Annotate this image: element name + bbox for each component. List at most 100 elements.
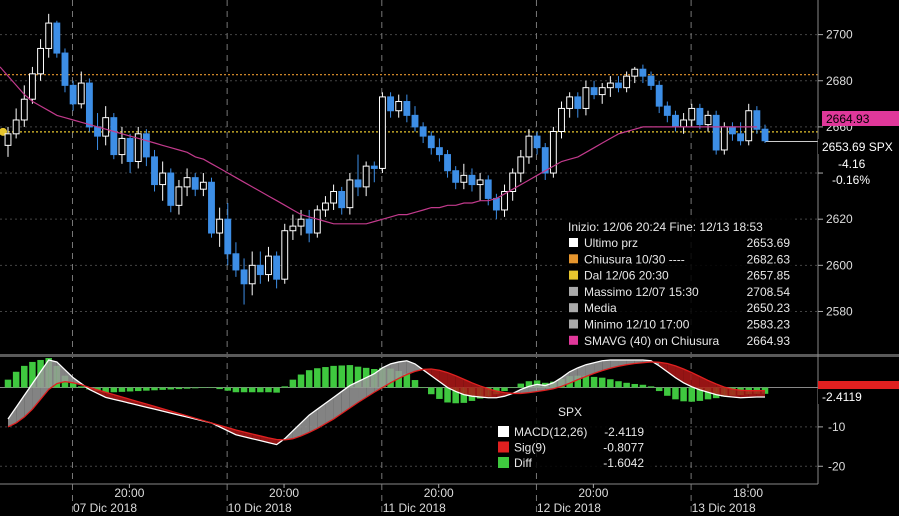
diff-bar xyxy=(639,384,647,388)
price-legend: Inizio: 12/06 20:24 Fine: 12/13 18:53 Ul… xyxy=(563,218,795,348)
candle xyxy=(338,186,346,215)
candle-body xyxy=(53,22,61,54)
candle xyxy=(517,149,525,183)
legend-value: 2664.93 xyxy=(747,334,791,348)
macd-signal-fill xyxy=(325,397,334,424)
reference-lines xyxy=(0,74,818,142)
candle xyxy=(273,251,281,289)
diff-bar xyxy=(314,368,321,388)
candle xyxy=(712,110,720,155)
candle-body xyxy=(745,110,753,142)
candle xyxy=(704,110,712,132)
macd-signal-fill xyxy=(732,389,741,398)
candle-body xyxy=(118,137,126,156)
diff-bar xyxy=(704,387,712,400)
diff-bar xyxy=(240,387,248,393)
diff-bar xyxy=(395,370,402,388)
candle-body xyxy=(663,105,671,116)
candle-body xyxy=(61,52,69,86)
time-tick-label: 20:00 xyxy=(269,486,299,500)
diff-bar xyxy=(354,366,362,388)
macd-signal-fill xyxy=(708,380,717,395)
candle-body xyxy=(509,172,517,192)
diff-bar xyxy=(330,365,337,388)
candle-body xyxy=(672,114,679,128)
candle-body xyxy=(395,101,403,112)
legend-value: 2653.69 xyxy=(747,236,791,250)
legend-value: -1.6042 xyxy=(603,456,644,470)
legend-swatch xyxy=(498,426,509,437)
candle-body xyxy=(151,156,158,186)
price-tick-label: 2620 xyxy=(826,212,853,226)
diff-bar xyxy=(509,387,516,389)
candle xyxy=(476,173,484,201)
macd-signal-fill xyxy=(480,385,489,398)
diff-bar xyxy=(696,387,704,401)
diff-bar xyxy=(672,387,679,400)
candle xyxy=(688,103,696,127)
candle xyxy=(566,92,574,118)
candle xyxy=(403,94,411,123)
macd-signal-fill xyxy=(594,360,603,374)
diff-bar xyxy=(428,387,435,395)
candle xyxy=(696,103,704,130)
candle-body xyxy=(460,174,468,183)
candle xyxy=(175,179,183,215)
macd-panel xyxy=(4,358,769,446)
smavg-price-tag xyxy=(822,111,899,126)
price-legend-row: SMAVG (40) on Chiusura 2664.93 xyxy=(569,334,790,348)
diff-bar xyxy=(281,386,289,388)
candle xyxy=(28,66,36,104)
right-price-labels: 2664.93 2653.69 SPX -4.16 -0.16% -2.4119 xyxy=(818,111,899,404)
diff-bar xyxy=(297,374,305,388)
macd-signal-fill xyxy=(602,359,611,371)
candle xyxy=(582,80,590,116)
candle-body xyxy=(639,68,647,77)
candle-body xyxy=(12,119,20,135)
candle xyxy=(151,149,158,192)
candle xyxy=(395,94,403,118)
diff-bar xyxy=(102,387,109,393)
candle-body xyxy=(753,110,761,130)
candle-body xyxy=(69,84,77,105)
last-price-tag xyxy=(818,139,899,154)
candle xyxy=(362,161,370,197)
legend-label: Ultimo prz xyxy=(584,236,638,250)
price-legend-row: Massimo 12/07 15:30 2708.54 xyxy=(569,285,790,299)
diff-bar xyxy=(517,383,525,388)
candle-body xyxy=(598,87,606,96)
macd-signal-fill xyxy=(561,371,570,387)
macd-signal-fill xyxy=(333,391,342,420)
candle xyxy=(224,203,232,266)
diff-bar xyxy=(403,373,411,388)
macd-signal-fill xyxy=(699,376,709,393)
candle-body xyxy=(623,75,631,89)
legend-swatch xyxy=(569,303,578,313)
candle-body xyxy=(297,218,305,227)
diff-bar xyxy=(159,387,166,390)
macd-signal-fill xyxy=(748,390,757,398)
date-label: 07 Dic 2018 xyxy=(73,501,137,515)
candle-body xyxy=(688,107,696,121)
macd-signal-fill xyxy=(366,373,375,398)
candlestick-series xyxy=(4,13,769,305)
macd-tag-text: -2.4119 xyxy=(822,390,862,404)
price-legend-row: Chiusura 10/30 ---- 2682.63 xyxy=(569,252,790,266)
macd-line xyxy=(7,359,766,446)
price-legend-row: Minimo 12/10 17:00 2583.23 xyxy=(569,318,790,332)
candle xyxy=(574,92,582,118)
candle xyxy=(313,205,321,238)
candle-body xyxy=(256,264,264,276)
diff-bar xyxy=(322,367,329,388)
legend-label: Massimo 12/07 15:30 xyxy=(584,285,699,299)
macd-signal-fill xyxy=(585,362,595,377)
time-tick-label: 20:00 xyxy=(578,486,608,500)
candle xyxy=(606,76,614,97)
diff-bar xyxy=(452,387,459,404)
candle-body xyxy=(696,107,704,126)
candle xyxy=(549,126,557,178)
candle xyxy=(435,138,443,162)
candle xyxy=(411,106,419,132)
diff-bar xyxy=(118,387,126,392)
